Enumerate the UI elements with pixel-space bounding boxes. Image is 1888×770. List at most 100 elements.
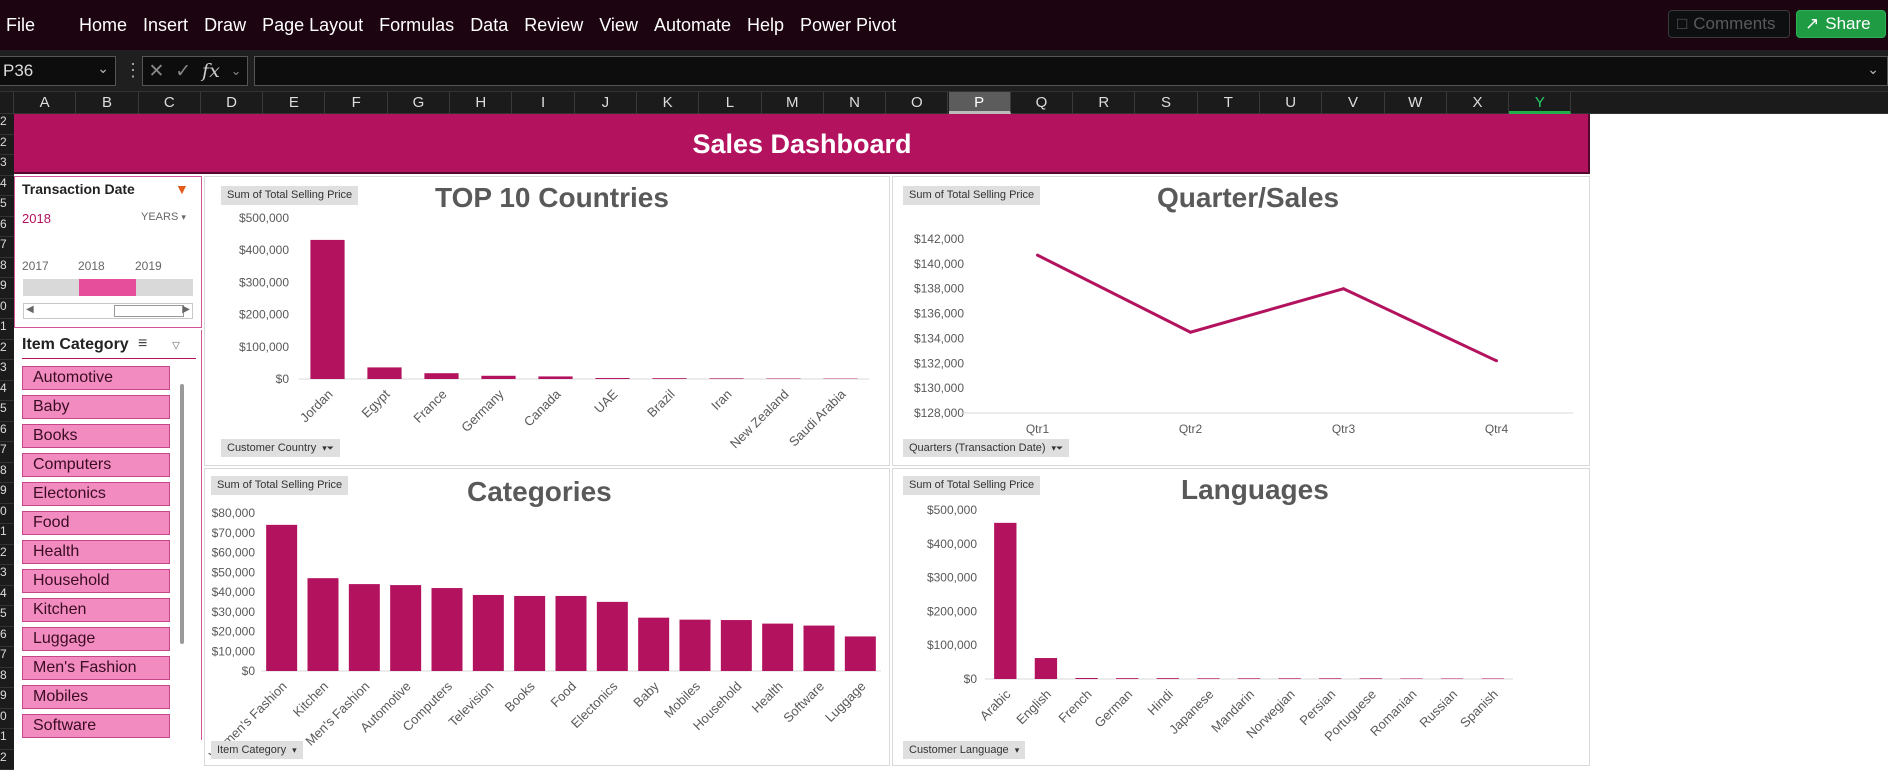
- clear-filter-icon[interactable]: ▿: [172, 337, 181, 354]
- row-header[interactable]: 1: [0, 729, 14, 750]
- axis-field-button[interactable]: Customer Country ▾⏷: [221, 439, 340, 457]
- tab-power-pivot[interactable]: Power Pivot: [800, 15, 897, 35]
- tab-insert[interactable]: Insert: [143, 15, 189, 35]
- bar[interactable]: [424, 373, 459, 379]
- slicer-item[interactable]: Books: [22, 424, 170, 448]
- slicer-item[interactable]: Software: [22, 714, 170, 738]
- row-header[interactable]: 0: [0, 299, 14, 319]
- tab-help[interactable]: Help: [747, 15, 785, 35]
- column-header[interactable]: L: [699, 92, 762, 114]
- bar[interactable]: [538, 376, 573, 379]
- axis-field-button[interactable]: Item Category ▾: [211, 741, 303, 759]
- column-header[interactable]: J: [575, 92, 637, 114]
- slicer-item[interactable]: Automotive: [22, 366, 170, 390]
- tab-automate[interactable]: Automate: [653, 15, 731, 35]
- row-header[interactable]: 8: [0, 463, 14, 483]
- column-header[interactable]: E: [263, 92, 326, 114]
- column-header[interactable]: M: [762, 92, 824, 114]
- bar[interactable]: [762, 623, 794, 671]
- comments-button[interactable]: □ Comments: [1668, 10, 1790, 38]
- slicer-item[interactable]: Men's Fashion: [22, 656, 170, 680]
- bar[interactable]: [1237, 678, 1261, 679]
- column-header[interactable]: I: [512, 92, 575, 114]
- name-box[interactable]: P36 ⌄: [0, 56, 116, 86]
- column-header[interactable]: O: [886, 92, 949, 114]
- value-field-button[interactable]: Sum of Total Selling Price: [221, 186, 359, 205]
- scrollbar-thumb[interactable]: [114, 305, 184, 317]
- bar[interactable]: [638, 617, 670, 671]
- slicer-item[interactable]: Electonics: [22, 482, 170, 506]
- bar[interactable]: [652, 378, 687, 379]
- row-header[interactable]: 5: [0, 401, 14, 422]
- slicer-item[interactable]: Mobiles: [22, 685, 170, 709]
- data-point[interactable]: [1189, 330, 1192, 334]
- tab-data[interactable]: Data: [470, 15, 509, 35]
- value-field-button[interactable]: Sum of Total Selling Price: [903, 186, 1041, 205]
- bar[interactable]: [1278, 678, 1301, 679]
- tab-review[interactable]: Review: [524, 15, 584, 35]
- row-header[interactable]: 2: [0, 750, 14, 770]
- bar[interactable]: [595, 378, 630, 379]
- axis-field-button[interactable]: Quarters (Transaction Date) ▾⏷: [903, 439, 1070, 457]
- column-header[interactable]: G: [388, 92, 451, 114]
- tab-file[interactable]: File: [6, 15, 36, 35]
- timeline-selected-period[interactable]: [79, 279, 136, 296]
- bar[interactable]: [472, 594, 504, 671]
- row-header[interactable]: 4: [0, 176, 14, 196]
- column-header[interactable]: V: [1322, 92, 1385, 114]
- column-header[interactable]: Y: [1509, 92, 1572, 114]
- slicer-item[interactable]: Food: [22, 511, 170, 535]
- row-header[interactable]: 5: [0, 196, 14, 217]
- tab-formulas[interactable]: Formulas: [379, 15, 455, 35]
- row-header[interactable]: 6: [0, 422, 14, 442]
- column-header[interactable]: K: [637, 92, 700, 114]
- slicer-item[interactable]: Computers: [22, 453, 170, 477]
- scroll-right-icon[interactable]: ▶: [182, 304, 190, 315]
- row-header[interactable]: 2: [0, 135, 14, 155]
- chevron-down-icon[interactable]: ⌄: [230, 63, 242, 78]
- column-header[interactable]: Q: [1011, 92, 1074, 114]
- column-header[interactable]: P: [948, 92, 1011, 114]
- bar[interactable]: [709, 378, 744, 379]
- series-line[interactable]: [1036, 253, 1498, 363]
- bar[interactable]: [1481, 678, 1504, 679]
- bar[interactable]: [390, 585, 422, 671]
- tab-view[interactable]: View: [599, 15, 638, 35]
- bar[interactable]: [1197, 678, 1220, 679]
- row-header[interactable]: 2: [0, 545, 14, 565]
- row-header[interactable]: 7: [0, 442, 14, 463]
- row-header[interactable]: 9: [0, 278, 14, 299]
- bar[interactable]: [1400, 678, 1423, 679]
- tab-home[interactable]: Home: [79, 15, 128, 35]
- bar[interactable]: [844, 636, 876, 671]
- tab-page-layout[interactable]: Page Layout: [262, 15, 364, 35]
- data-point[interactable]: [1495, 359, 1498, 363]
- column-header[interactable]: X: [1447, 92, 1510, 114]
- column-header[interactable]: B: [76, 92, 139, 114]
- row-header[interactable]: 4: [0, 586, 14, 606]
- value-field-button[interactable]: Sum of Total Selling Price: [903, 476, 1041, 495]
- bar[interactable]: [679, 619, 711, 671]
- row-header[interactable]: 9: [0, 483, 14, 504]
- column-header[interactable]: N: [824, 92, 887, 114]
- formula-input[interactable]: ⌄: [254, 56, 1888, 86]
- row-header[interactable]: 0: [0, 709, 14, 729]
- column-header[interactable]: H: [450, 92, 513, 114]
- data-point[interactable]: [1036, 253, 1039, 257]
- bar[interactable]: [1115, 678, 1139, 679]
- bar[interactable]: [1319, 678, 1342, 679]
- slicer-item[interactable]: Household: [22, 569, 170, 593]
- bar[interactable]: [266, 524, 298, 671]
- chevron-down-icon[interactable]: ⌄: [97, 60, 109, 76]
- select-all-corner[interactable]: [0, 92, 14, 114]
- data-point[interactable]: [1342, 287, 1345, 291]
- row-header[interactable]: 8: [0, 668, 14, 688]
- row-header[interactable]: 7: [0, 647, 14, 668]
- slicer-scrollbar[interactable]: [180, 384, 184, 644]
- bar[interactable]: [514, 595, 546, 671]
- insert-function-icon[interactable]: fx: [202, 60, 220, 82]
- bar[interactable]: [431, 588, 463, 671]
- transaction-date-timeline[interactable]: Transaction Date ▼​ 2018 YEARS ▾ 2017 20…: [14, 176, 202, 328]
- expand-formula-icon[interactable]: ⌄: [1867, 61, 1879, 77]
- bar[interactable]: [1075, 677, 1098, 679]
